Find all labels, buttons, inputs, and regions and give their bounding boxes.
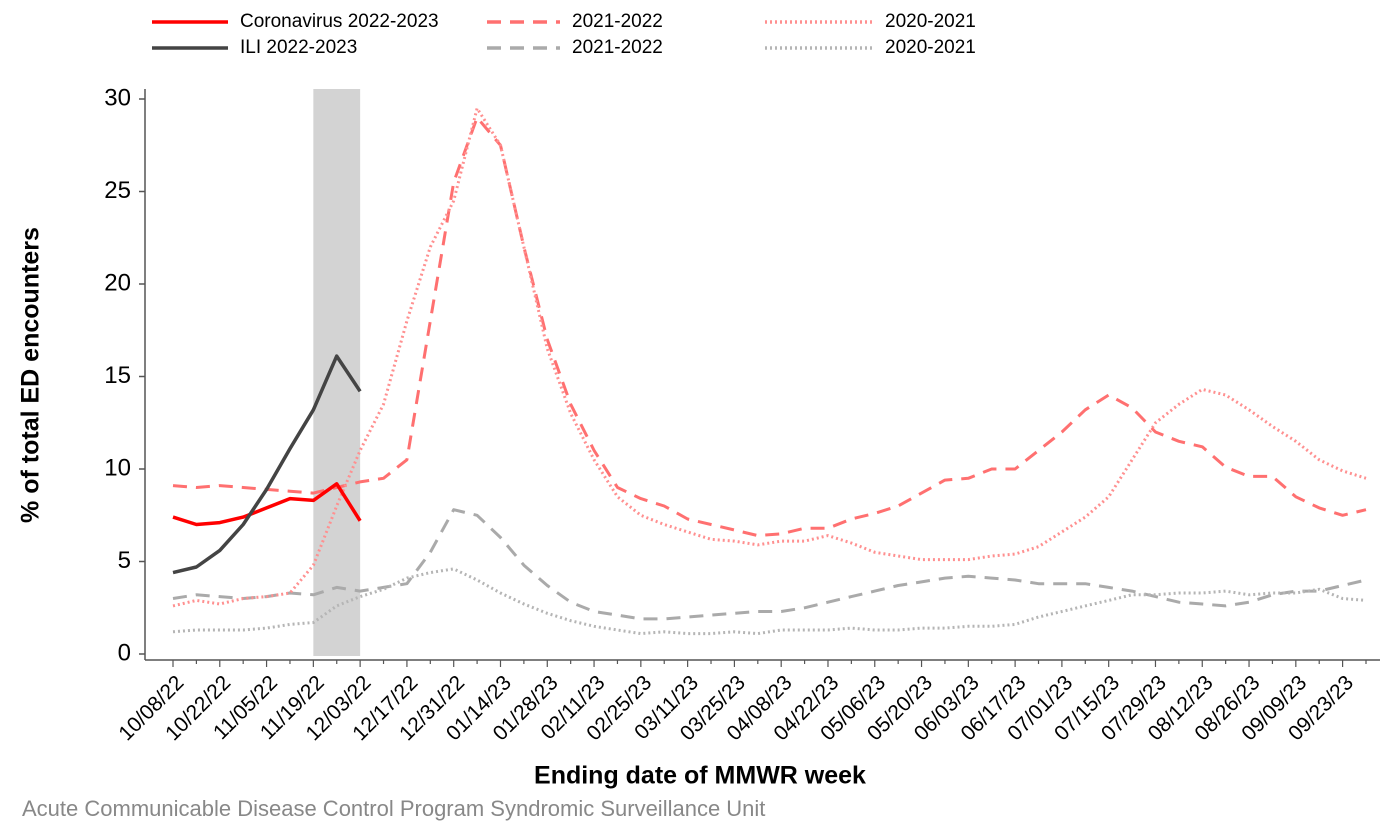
- footnote: Acute Communicable Disease Control Progr…: [22, 796, 765, 821]
- legend-label: 2021-2022: [572, 37, 663, 58]
- legend-label: 2020-2021: [885, 37, 976, 58]
- y-tick-label: 20: [104, 269, 131, 296]
- legend-label: ILI 2022-2023: [240, 37, 357, 58]
- series-line: [172, 106, 1367, 608]
- legend-label: Coronavirus 2022-2023: [240, 11, 439, 32]
- y-tick-label: 15: [104, 362, 131, 389]
- legend-label: 2021-2022: [572, 11, 663, 32]
- shaded-range: [313, 89, 361, 656]
- y-tick-label: 0: [118, 639, 131, 666]
- y-tick-label: 5: [118, 547, 131, 574]
- series-line: [172, 116, 1367, 538]
- x-axis-title: Ending date of MMWR week: [534, 762, 866, 790]
- series-line: [172, 567, 1367, 636]
- series-line: [172, 482, 362, 527]
- y-axis-title: % of total ED encounters: [17, 227, 45, 523]
- legend-label: 2020-2021: [885, 11, 976, 32]
- y-tick-label: 30: [104, 84, 131, 111]
- series-line: [172, 508, 1367, 621]
- series-line: [172, 354, 362, 575]
- y-tick-label: 25: [104, 177, 131, 204]
- y-tick-label: 10: [104, 454, 131, 481]
